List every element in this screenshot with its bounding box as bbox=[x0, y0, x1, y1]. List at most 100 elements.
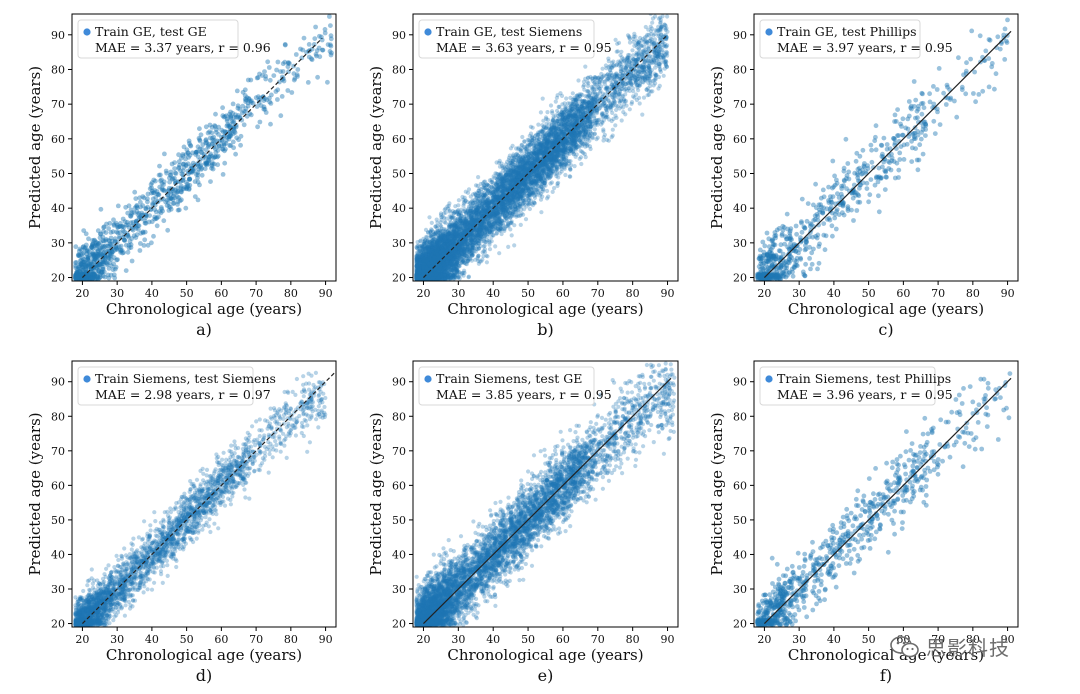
data-point bbox=[282, 59, 288, 65]
data-point bbox=[209, 163, 215, 169]
data-point bbox=[140, 194, 146, 200]
data-point bbox=[85, 257, 91, 263]
data-point bbox=[75, 275, 80, 281]
data-point bbox=[133, 235, 139, 241]
data-point bbox=[590, 121, 595, 126]
data-point bbox=[265, 59, 271, 65]
data-point bbox=[111, 261, 116, 267]
data-point bbox=[205, 143, 211, 149]
legend-stat: MAE = 3.37 years, r = 0.96 bbox=[95, 40, 271, 55]
data-point bbox=[87, 276, 93, 281]
data-point bbox=[225, 122, 231, 127]
data-point bbox=[92, 272, 97, 278]
data-point bbox=[88, 276, 94, 281]
data-point bbox=[650, 16, 656, 21]
data-point bbox=[85, 268, 91, 274]
data-point bbox=[206, 156, 211, 162]
data-point bbox=[122, 238, 128, 243]
data-point bbox=[78, 276, 83, 281]
data-point bbox=[106, 275, 112, 281]
data-point bbox=[120, 228, 126, 234]
data-point bbox=[508, 198, 513, 203]
data-point bbox=[233, 151, 239, 157]
data-point bbox=[83, 231, 89, 237]
data-point bbox=[454, 245, 459, 250]
data-point bbox=[663, 63, 669, 68]
data-point bbox=[75, 265, 81, 270]
data-point bbox=[169, 161, 175, 167]
data-point bbox=[179, 189, 184, 195]
data-point bbox=[97, 231, 103, 237]
data-point bbox=[92, 238, 97, 244]
data-point bbox=[138, 230, 144, 236]
data-point bbox=[78, 275, 83, 281]
data-point bbox=[203, 161, 209, 167]
data-point bbox=[183, 163, 189, 169]
data-point bbox=[90, 271, 96, 277]
x-tick-label: 60 bbox=[214, 287, 228, 300]
data-point bbox=[295, 67, 301, 72]
data-point bbox=[107, 238, 112, 244]
data-point bbox=[129, 236, 135, 241]
data-point bbox=[516, 200, 521, 205]
data-point bbox=[206, 154, 212, 160]
data-point bbox=[428, 272, 433, 278]
data-point bbox=[76, 273, 82, 279]
data-point bbox=[246, 96, 252, 101]
data-point bbox=[155, 191, 160, 197]
data-point bbox=[193, 150, 199, 155]
data-point bbox=[136, 223, 142, 229]
data-point bbox=[90, 242, 96, 248]
data-point bbox=[229, 118, 235, 124]
data-point bbox=[156, 172, 162, 178]
data-point bbox=[77, 273, 83, 278]
data-point bbox=[317, 54, 323, 60]
data-point bbox=[532, 173, 537, 178]
data-point bbox=[77, 258, 83, 264]
data-point bbox=[271, 73, 277, 78]
data-point bbox=[273, 89, 279, 94]
data-point bbox=[643, 78, 648, 83]
data-point bbox=[74, 271, 79, 277]
data-point bbox=[107, 241, 113, 247]
data-point bbox=[258, 95, 263, 101]
data-point bbox=[489, 177, 494, 182]
data-point bbox=[129, 210, 135, 216]
data-point bbox=[556, 117, 561, 122]
data-point bbox=[94, 263, 100, 268]
data-point bbox=[261, 104, 267, 110]
data-point bbox=[244, 95, 250, 101]
data-point bbox=[242, 96, 248, 102]
data-point bbox=[431, 257, 436, 262]
data-point bbox=[75, 273, 81, 278]
data-point bbox=[569, 137, 575, 142]
data-point bbox=[142, 218, 148, 224]
data-point bbox=[185, 181, 190, 187]
data-point bbox=[175, 194, 180, 200]
data-point bbox=[201, 152, 207, 157]
data-point bbox=[147, 186, 153, 192]
data-point bbox=[84, 274, 89, 280]
data-point bbox=[184, 147, 190, 153]
data-point bbox=[140, 230, 146, 236]
data-point bbox=[279, 74, 285, 80]
data-point bbox=[192, 179, 198, 185]
data-point bbox=[185, 150, 191, 156]
data-point bbox=[422, 268, 427, 273]
data-point bbox=[210, 166, 216, 172]
data-point bbox=[263, 73, 268, 79]
data-point bbox=[204, 140, 210, 145]
data-point bbox=[449, 262, 454, 267]
data-point bbox=[245, 77, 251, 83]
data-point bbox=[210, 154, 216, 159]
data-point bbox=[134, 232, 140, 238]
data-point bbox=[91, 252, 96, 258]
data-point bbox=[287, 61, 292, 66]
data-point bbox=[81, 272, 87, 277]
data-point bbox=[118, 249, 123, 255]
data-point bbox=[175, 207, 181, 213]
data-point bbox=[237, 106, 243, 112]
data-point bbox=[127, 213, 133, 219]
data-point bbox=[90, 251, 95, 257]
data-point bbox=[295, 74, 300, 79]
